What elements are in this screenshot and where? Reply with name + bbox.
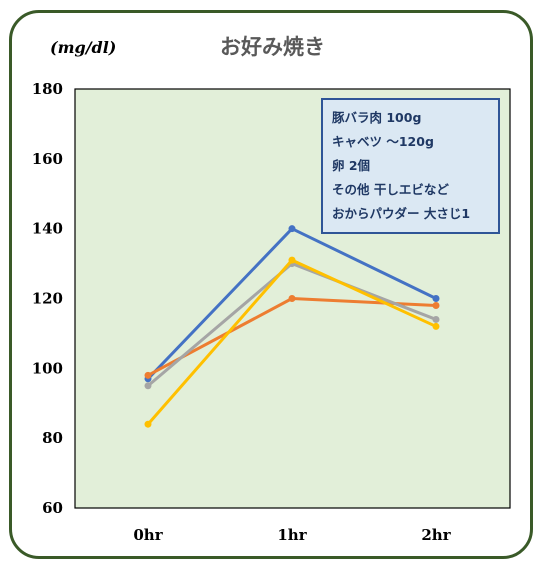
recipe-annotation-box: 豚バラ肉 100g キャベツ ～120g 卵 2個 その他 干しエビなど おから… (321, 98, 500, 234)
data-point (432, 295, 440, 302)
y-tick-label: 180 (32, 80, 63, 98)
data-point (144, 382, 152, 390)
data-point (144, 420, 152, 428)
x-tick-label: 2hr (421, 526, 451, 544)
x-tick-label: 0hr (133, 526, 163, 544)
data-point (432, 301, 440, 309)
y-tick-label: 80 (42, 429, 63, 447)
data-point (288, 256, 296, 264)
y-tick-label: 160 (32, 150, 63, 168)
y-tick-label: 120 (32, 290, 63, 308)
data-point (288, 295, 296, 302)
data-point (432, 315, 440, 323)
x-tick-label: 1hr (277, 526, 307, 544)
recipe-line-3: 卵 2個 (332, 158, 371, 173)
recipe-line-2: キャベツ ～120g (332, 134, 434, 149)
y-tick-label: 100 (32, 359, 63, 377)
y-axis-unit-label: (mg/dl) (50, 38, 117, 57)
data-point (288, 225, 296, 233)
recipe-line-4: その他 干しエビなど (332, 182, 449, 197)
y-tick-label: 140 (32, 220, 63, 238)
recipe-line-1: 豚バラ肉 100g (332, 110, 422, 125)
chart-title: お好み焼き (220, 35, 325, 59)
y-tick-label: 60 (42, 499, 63, 517)
data-point (144, 371, 152, 379)
recipe-line-5: おからパウダー 大さじ1 (332, 206, 471, 221)
data-point (432, 322, 440, 330)
